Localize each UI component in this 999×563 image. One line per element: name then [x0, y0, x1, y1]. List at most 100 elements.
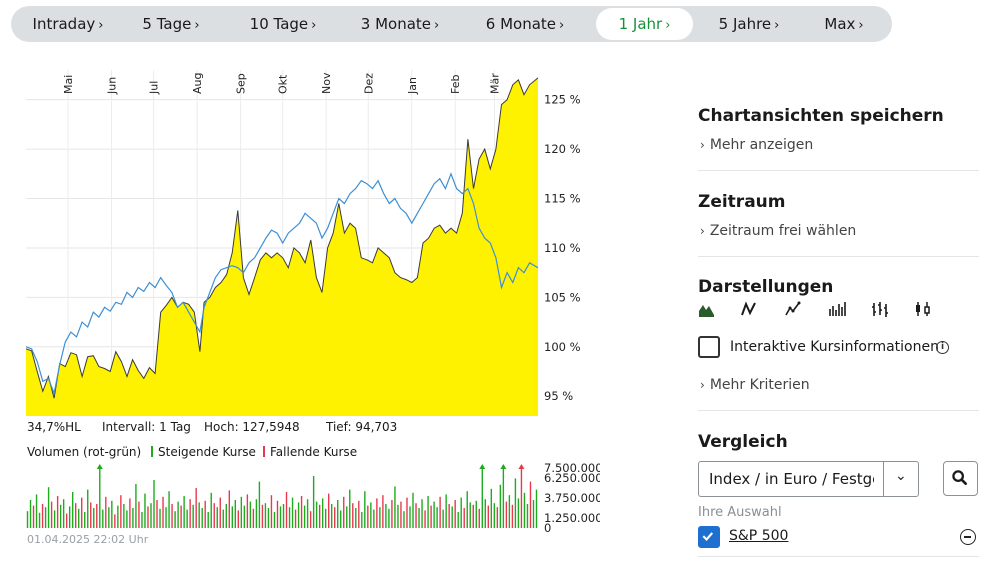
- compare-search-button[interactable]: [943, 461, 978, 496]
- tab-5-jahre[interactable]: 5 Jahre ›: [706, 8, 792, 40]
- chevron-right-icon: ›: [665, 18, 671, 33]
- interactive-info-checkbox[interactable]: [698, 336, 720, 358]
- selection-label: Ihre Auswahl: [698, 505, 782, 520]
- volume-label: Volumen (rot-grün): [27, 445, 142, 459]
- tab-label: Max: [824, 15, 856, 33]
- volume-tick-label: 7.500.000: [544, 461, 600, 475]
- chart-settings-panel: Chartansichten speichern › Mehr anzeigen …: [698, 0, 980, 563]
- chevron-right-icon: ›: [311, 18, 317, 33]
- tab-5-tage[interactable]: 5 Tage ›: [131, 8, 211, 40]
- x-tick-label: Mai: [62, 75, 75, 94]
- chevron-right-icon: ›: [700, 378, 705, 392]
- search-icon: [952, 470, 968, 486]
- price-chart[interactable]: Mai Jun Jul Aug Sep Okt Nov Dez Jan Feb Mär 95 % 100…: [20, 66, 600, 546]
- y-tick-label: 95 %: [544, 389, 573, 403]
- divider: [698, 256, 979, 257]
- x-tick-label: Aug: [191, 73, 204, 94]
- volume-tick-label: 0: [544, 521, 551, 535]
- tab-label: 6 Monate: [485, 15, 557, 33]
- checkmark-icon: [702, 532, 714, 542]
- volume-overflow-arrow: [479, 464, 486, 469]
- compare-item-checkbox[interactable]: [698, 526, 720, 548]
- compare-select-value: Index / in Euro / Festgelegt: [709, 470, 874, 488]
- x-tick-label: Jan: [406, 77, 419, 95]
- chevron-right-icon: ›: [700, 224, 705, 238]
- chart-type-icons: [698, 300, 938, 320]
- more-criteria-link[interactable]: › Mehr Kriterien: [700, 377, 810, 393]
- chevron-right-icon: ›: [194, 18, 200, 33]
- volume-legend: Volumen (rot-grün) Steigende Kurse Falle…: [27, 445, 587, 461]
- chevron-right-icon: ›: [434, 18, 440, 33]
- y-tick-label: 120 %: [544, 142, 581, 156]
- y-tick-label: 110 %: [544, 241, 581, 255]
- y-tick-label: 105 %: [544, 290, 581, 304]
- x-tick-label: Feb: [449, 75, 462, 94]
- x-tick-label: Jul: [148, 81, 161, 95]
- compare-item-link[interactable]: S&P 500: [729, 528, 789, 544]
- tab-1-jahr[interactable]: 1 Jahr ›: [596, 8, 693, 40]
- saved-views-title: Chartansichten speichern: [698, 106, 944, 126]
- chevron-right-icon: ›: [774, 18, 780, 33]
- tab-10-tage[interactable]: 10 Tage ›: [238, 8, 328, 40]
- timestamp: 01.04.2025 22:02 Uhr: [27, 533, 149, 546]
- volume-tick-label: 6.250.000: [544, 471, 600, 485]
- volume-overflow-arrow: [518, 464, 525, 469]
- rising-swatch: [151, 446, 153, 457]
- tab-label: Intraday: [32, 15, 96, 33]
- price-series-line: [25, 77, 539, 399]
- low-value: Tief: 94,703: [326, 420, 398, 434]
- chart-stats: 34,7%HL Intervall: 1 Tag Hoch: 127,5948 …: [27, 420, 587, 436]
- falling-legend: Fallende Kurse: [263, 445, 357, 459]
- divider: [698, 170, 979, 171]
- rising-legend: Steigende Kurse: [151, 445, 256, 459]
- tab-label: 3 Monate: [360, 15, 432, 33]
- tab-3-monate[interactable]: 3 Monate ›: [352, 8, 448, 40]
- tab-intraday[interactable]: Intraday ›: [19, 8, 117, 40]
- compare-index-select[interactable]: Index / in Euro / Festgelegt ⌄: [698, 461, 919, 497]
- line-chart-icon[interactable]: [740, 300, 758, 318]
- chevron-right-icon: ›: [559, 18, 565, 33]
- interval-value: Intervall: 1 Tag: [102, 420, 191, 434]
- x-tick-label: Mär: [489, 73, 502, 94]
- x-tick-label: Nov: [320, 72, 333, 94]
- x-tick-label: Okt: [277, 74, 290, 94]
- custom-period-link[interactable]: › Zeitraum frei wählen: [700, 223, 856, 239]
- volume-tick-label: 3.750.000: [544, 491, 600, 505]
- ohlc-bars-icon[interactable]: [828, 300, 846, 318]
- custom-period-label: Zeitraum frei wählen: [709, 223, 857, 239]
- info-icon[interactable]: i: [936, 341, 949, 354]
- tab-6-monate[interactable]: 6 Monate ›: [477, 8, 573, 40]
- select-separator: [883, 462, 884, 496]
- falling-swatch: [263, 446, 265, 457]
- chevron-down-icon: ⌄: [895, 468, 907, 484]
- candlestick-icon[interactable]: [914, 300, 932, 318]
- divider: [698, 410, 979, 411]
- x-tick-label: Sep: [235, 73, 248, 94]
- high-value: Hoch: 127,5948: [204, 420, 300, 434]
- remove-compare-button[interactable]: [960, 529, 976, 545]
- sp500-compare-line: [25, 172, 539, 396]
- more-criteria-label: Mehr Kriterien: [709, 377, 810, 393]
- y-tick-label: 115 %: [544, 192, 581, 206]
- show-more-link[interactable]: › Mehr anzeigen: [700, 137, 813, 153]
- interactive-info-label: Interaktive Kursinformationen: [730, 339, 939, 355]
- x-tick-label: Jun: [106, 77, 119, 95]
- volume-overflow-arrow: [96, 464, 103, 469]
- mountain-chart-icon[interactable]: [698, 300, 716, 318]
- rising-label: Steigende Kurse: [158, 445, 256, 459]
- divider: [698, 556, 979, 557]
- show-more-label: Mehr anzeigen: [709, 137, 814, 153]
- tab-max[interactable]: Max ›: [813, 8, 875, 40]
- hl-percent: 34,7%HL: [27, 420, 81, 434]
- tab-label: 10 Tage: [249, 15, 309, 33]
- hlc-bars-icon[interactable]: [871, 300, 889, 318]
- period-title: Zeitraum: [698, 192, 786, 212]
- price-area-fill: [26, 77, 538, 417]
- volume-overflow-arrow: [500, 464, 507, 469]
- display-title: Darstellungen: [698, 277, 834, 297]
- x-tick-label: Dez: [362, 73, 375, 94]
- falling-label: Fallende Kurse: [270, 445, 358, 459]
- y-tick-label: 125 %: [544, 93, 581, 107]
- line-points-chart-icon[interactable]: [784, 300, 802, 318]
- range-tab-bar: Intraday › 5 Tage › 10 Tage › 3 Monate › 6 M…: [11, 6, 892, 42]
